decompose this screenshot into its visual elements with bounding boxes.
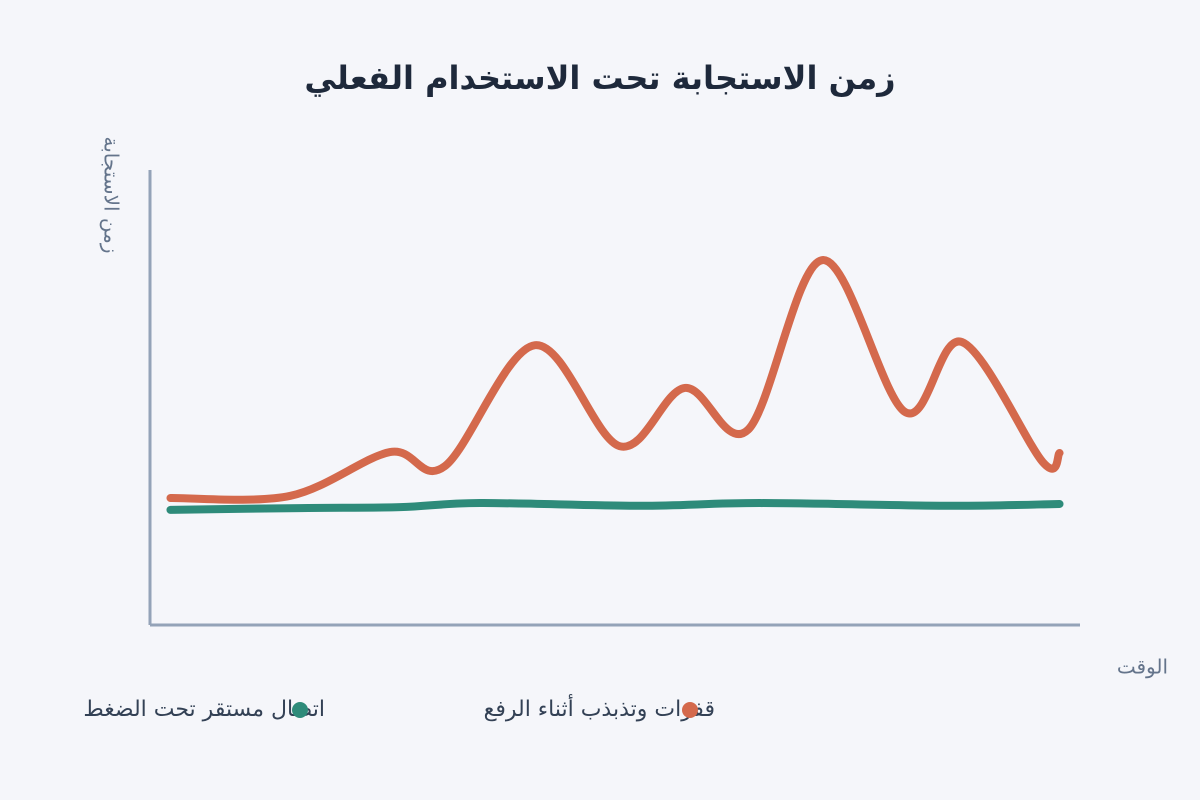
series-line (166, 256, 1064, 504)
y-axis-title: زمن الاستجابة (100, 136, 124, 253)
legend-label: اتصال مستقر تحت الضغط (83, 697, 325, 722)
legend-label: قفزات وتذبذب أثناء الرفع (484, 694, 715, 722)
series-line (166, 499, 1064, 514)
legend-marker (292, 702, 308, 718)
x-axis-title: الوقت (1117, 655, 1168, 679)
legend-marker (682, 702, 698, 718)
chart-title: زمن الاستجابة تحت الاستخدام الفعلي (304, 59, 895, 97)
